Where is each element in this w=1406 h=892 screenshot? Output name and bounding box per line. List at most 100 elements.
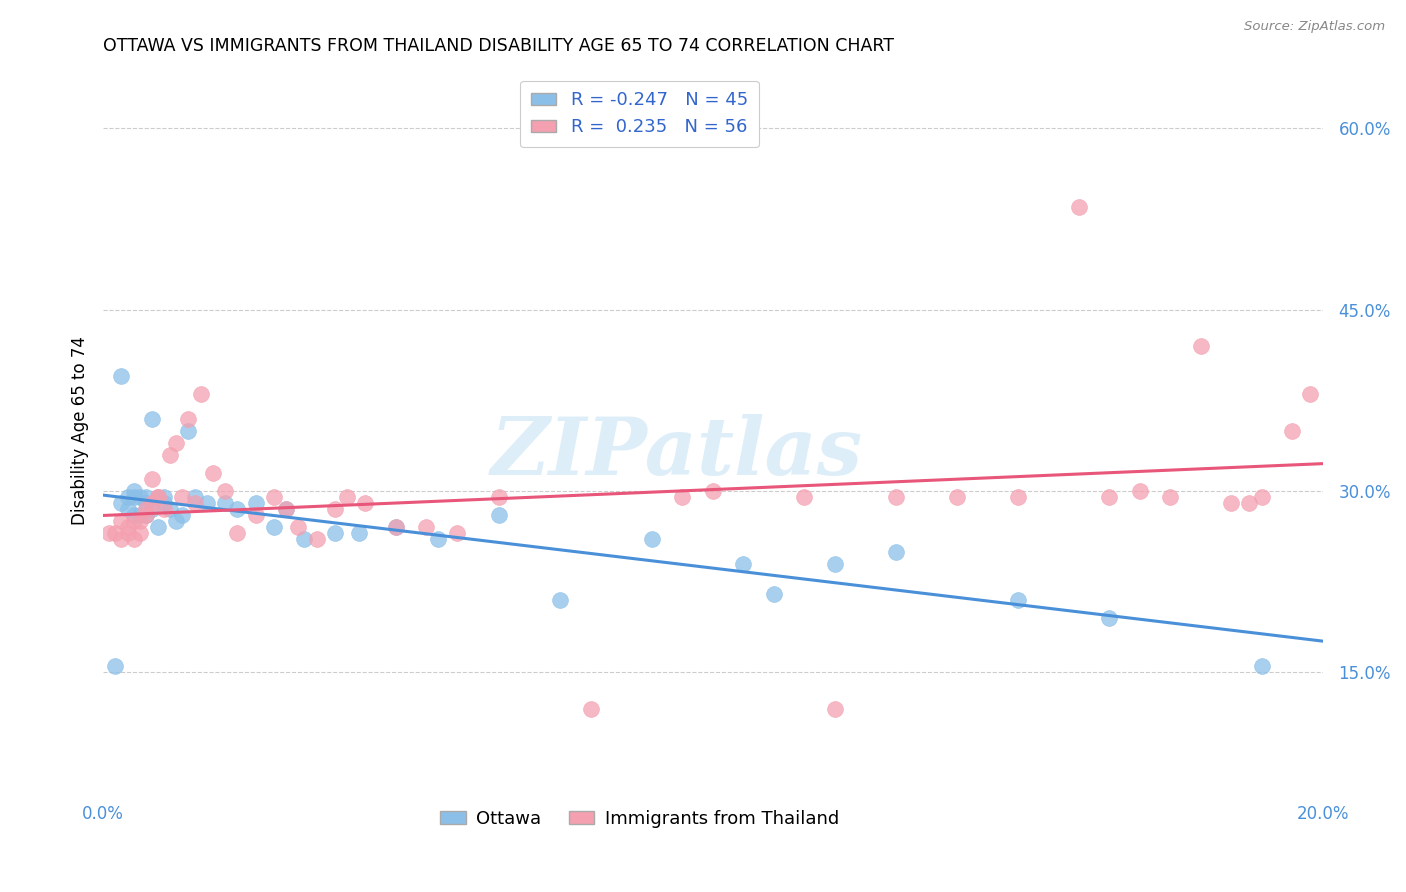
Point [141, 472, 163, 486]
Point [1007, 490, 1029, 504]
Point [110, 496, 132, 510]
Point [415, 520, 437, 534]
Point [110, 369, 132, 384]
Text: ZIPatlas: ZIPatlas [491, 414, 862, 491]
Point [153, 502, 176, 516]
Point [733, 557, 755, 571]
Point [146, 520, 169, 534]
Point [1098, 490, 1121, 504]
Point [1098, 611, 1121, 625]
Point [347, 526, 370, 541]
Point [104, 526, 127, 541]
Point [98, 526, 121, 541]
Point [141, 502, 163, 516]
Point [146, 490, 169, 504]
Text: Source: ZipAtlas.com: Source: ZipAtlas.com [1244, 20, 1385, 33]
Point [263, 490, 285, 504]
Point [245, 496, 267, 510]
Point [172, 508, 194, 523]
Point [354, 496, 377, 510]
Point [762, 587, 785, 601]
Point [165, 435, 187, 450]
Point [159, 448, 181, 462]
Point [190, 387, 212, 401]
Point [641, 533, 664, 547]
Point [183, 496, 205, 510]
Point [579, 702, 602, 716]
Point [263, 520, 285, 534]
Point [1007, 593, 1029, 607]
Point [122, 484, 145, 499]
Point [824, 702, 846, 716]
Point [793, 490, 815, 504]
Point [1299, 387, 1322, 401]
Point [1129, 484, 1152, 499]
Point [323, 526, 346, 541]
Point [1067, 200, 1090, 214]
Point [384, 520, 406, 534]
Point [135, 508, 157, 523]
Point [226, 502, 249, 516]
Point [128, 514, 150, 528]
Point [159, 502, 181, 516]
Legend: Ottawa, Immigrants from Thailand: Ottawa, Immigrants from Thailand [433, 803, 846, 835]
Point [702, 484, 724, 499]
Point [122, 508, 145, 523]
Point [1189, 339, 1212, 353]
Point [153, 490, 176, 504]
Point [488, 490, 510, 504]
Point [165, 514, 187, 528]
Point [1250, 659, 1272, 673]
Point [226, 526, 249, 541]
Point [245, 508, 267, 523]
Point [292, 533, 315, 547]
Point [122, 514, 145, 528]
Point [550, 593, 572, 607]
Point [1220, 496, 1243, 510]
Point [1239, 496, 1261, 510]
Point [177, 424, 200, 438]
Point [135, 502, 157, 516]
Point [135, 508, 157, 523]
Point [446, 526, 468, 541]
Point [1250, 490, 1272, 504]
Point [141, 496, 163, 510]
Text: OTTAWA VS IMMIGRANTS FROM THAILAND DISABILITY AGE 65 TO 74 CORRELATION CHART: OTTAWA VS IMMIGRANTS FROM THAILAND DISAB… [103, 37, 894, 55]
Point [110, 533, 132, 547]
Point [117, 490, 139, 504]
Point [177, 411, 200, 425]
Point [146, 490, 169, 504]
Point [128, 490, 150, 504]
Point [141, 411, 163, 425]
Point [274, 502, 297, 516]
Point [214, 484, 236, 499]
Point [195, 496, 218, 510]
Y-axis label: Disability Age 65 to 74: Disability Age 65 to 74 [72, 336, 89, 525]
Point [488, 508, 510, 523]
Point [1281, 424, 1303, 438]
Point [135, 490, 157, 504]
Point [427, 533, 450, 547]
Point [117, 526, 139, 541]
Point [135, 496, 157, 510]
Point [305, 533, 328, 547]
Point [122, 490, 145, 504]
Point [122, 533, 145, 547]
Point [884, 490, 907, 504]
Point [110, 514, 132, 528]
Point [884, 544, 907, 558]
Point [945, 490, 967, 504]
Point [201, 466, 224, 480]
Point [384, 520, 406, 534]
Point [214, 496, 236, 510]
Point [153, 496, 176, 510]
Point [1159, 490, 1181, 504]
Point [104, 659, 127, 673]
Point [824, 557, 846, 571]
Point [336, 490, 359, 504]
Point [117, 502, 139, 516]
Point [287, 520, 309, 534]
Point [274, 502, 297, 516]
Point [323, 502, 346, 516]
Point [172, 490, 194, 504]
